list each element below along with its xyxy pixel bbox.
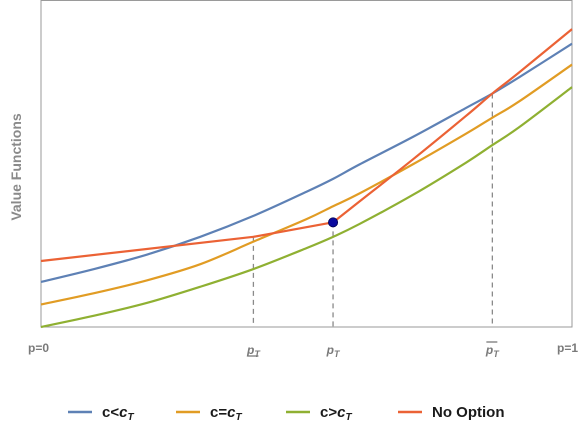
plot-border (40, 0, 573, 328)
x-tick-labels: p=0 pT pT pT p=1 (28, 341, 578, 359)
legend: c<cT c=cT c>cT No Option (68, 404, 504, 423)
x-tick-label-1: pT (246, 343, 261, 359)
marker-layer (328, 217, 339, 228)
series-line-0 (40, 42, 573, 283)
y-axis-label: Value Functions (8, 113, 24, 221)
legend-label-1: c=cT (210, 404, 242, 423)
legend-label-2: c>cT (320, 404, 352, 423)
plot-frame (40, 0, 573, 328)
series-line-3 (40, 28, 573, 263)
x-tick-label-0: p=0 (28, 341, 49, 355)
series-line-1 (40, 63, 573, 306)
guide-lines (252, 93, 494, 327)
kink-point-marker (328, 217, 339, 228)
x-tick-label-2: pT (326, 343, 341, 359)
series-lines (40, 28, 573, 329)
series-line-2 (40, 86, 573, 329)
x-tick-label-3: pT (485, 343, 500, 359)
legend-label-0: c<cT (102, 404, 134, 423)
x-tick-label-4: p=1 (557, 341, 578, 355)
legend-label-3: No Option (432, 404, 504, 421)
